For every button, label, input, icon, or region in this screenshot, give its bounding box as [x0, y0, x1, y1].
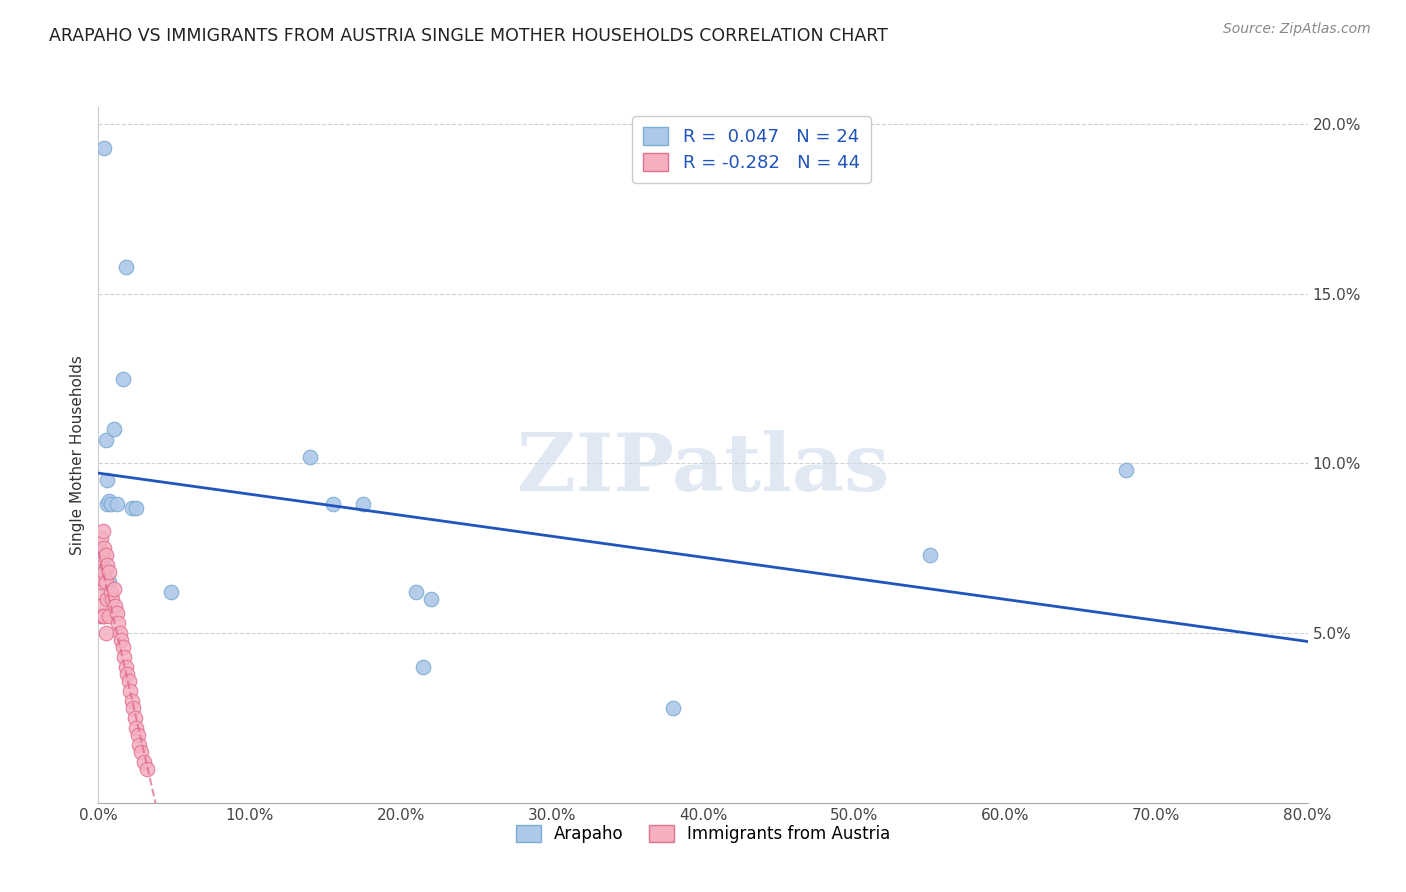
- Point: [108, 626, 131, 640]
- Point: [96, 497, 118, 511]
- Point: [661, 700, 683, 714]
- Point: [420, 592, 443, 607]
- Point: [115, 666, 138, 681]
- Point: [114, 260, 136, 274]
- Point: [103, 422, 125, 436]
- Point: [114, 660, 136, 674]
- Point: [124, 711, 146, 725]
- Point: [125, 721, 148, 735]
- Point: [100, 497, 122, 511]
- Point: [412, 660, 434, 674]
- Y-axis label: Single Mother Households: Single Mother Households: [69, 355, 84, 555]
- Point: [121, 500, 143, 515]
- Point: [89, 585, 111, 599]
- Point: [94, 561, 117, 575]
- Point: [90, 531, 112, 545]
- Point: [322, 497, 344, 511]
- Point: [127, 728, 149, 742]
- Point: [94, 626, 117, 640]
- Point: [93, 609, 115, 624]
- Point: [121, 694, 143, 708]
- Point: [98, 493, 121, 508]
- Point: [90, 575, 112, 590]
- Point: [94, 433, 117, 447]
- Point: [94, 575, 117, 590]
- Point: [111, 371, 134, 385]
- Point: [91, 609, 114, 624]
- Point: [104, 599, 127, 613]
- Point: [89, 541, 111, 556]
- Point: [101, 592, 124, 607]
- Point: [112, 649, 135, 664]
- Point: [111, 640, 134, 654]
- Point: [107, 615, 129, 630]
- Point: [129, 745, 152, 759]
- Point: [103, 582, 125, 596]
- Point: [96, 558, 118, 573]
- Point: [128, 738, 150, 752]
- Point: [98, 575, 121, 590]
- Point: [160, 585, 183, 599]
- Point: [132, 755, 155, 769]
- Point: [1115, 463, 1137, 477]
- Point: [91, 572, 114, 586]
- Point: [90, 599, 112, 613]
- Text: ZIPatlas: ZIPatlas: [517, 430, 889, 508]
- Point: [135, 762, 157, 776]
- Point: [93, 141, 115, 155]
- Point: [96, 474, 118, 488]
- Point: [110, 632, 132, 647]
- Point: [100, 585, 122, 599]
- Point: [98, 609, 121, 624]
- Point: [93, 565, 115, 579]
- Point: [918, 548, 941, 562]
- Text: ARAPAHO VS IMMIGRANTS FROM AUSTRIA SINGLE MOTHER HOUSEHOLDS CORRELATION CHART: ARAPAHO VS IMMIGRANTS FROM AUSTRIA SINGL…: [49, 27, 889, 45]
- Point: [105, 606, 128, 620]
- Point: [89, 609, 111, 624]
- Point: [91, 524, 114, 539]
- Point: [118, 673, 141, 688]
- Point: [122, 700, 145, 714]
- Point: [105, 497, 128, 511]
- Point: [94, 548, 117, 562]
- Point: [96, 592, 118, 607]
- Point: [405, 585, 427, 599]
- Point: [120, 683, 142, 698]
- Legend: Arapaho, Immigrants from Austria: Arapaho, Immigrants from Austria: [509, 819, 897, 850]
- Point: [90, 551, 112, 566]
- Point: [98, 565, 121, 579]
- Point: [352, 497, 374, 511]
- Point: [299, 450, 322, 464]
- Point: [93, 541, 115, 556]
- Point: [91, 548, 114, 562]
- Point: [125, 500, 148, 515]
- Text: Source: ZipAtlas.com: Source: ZipAtlas.com: [1223, 22, 1371, 37]
